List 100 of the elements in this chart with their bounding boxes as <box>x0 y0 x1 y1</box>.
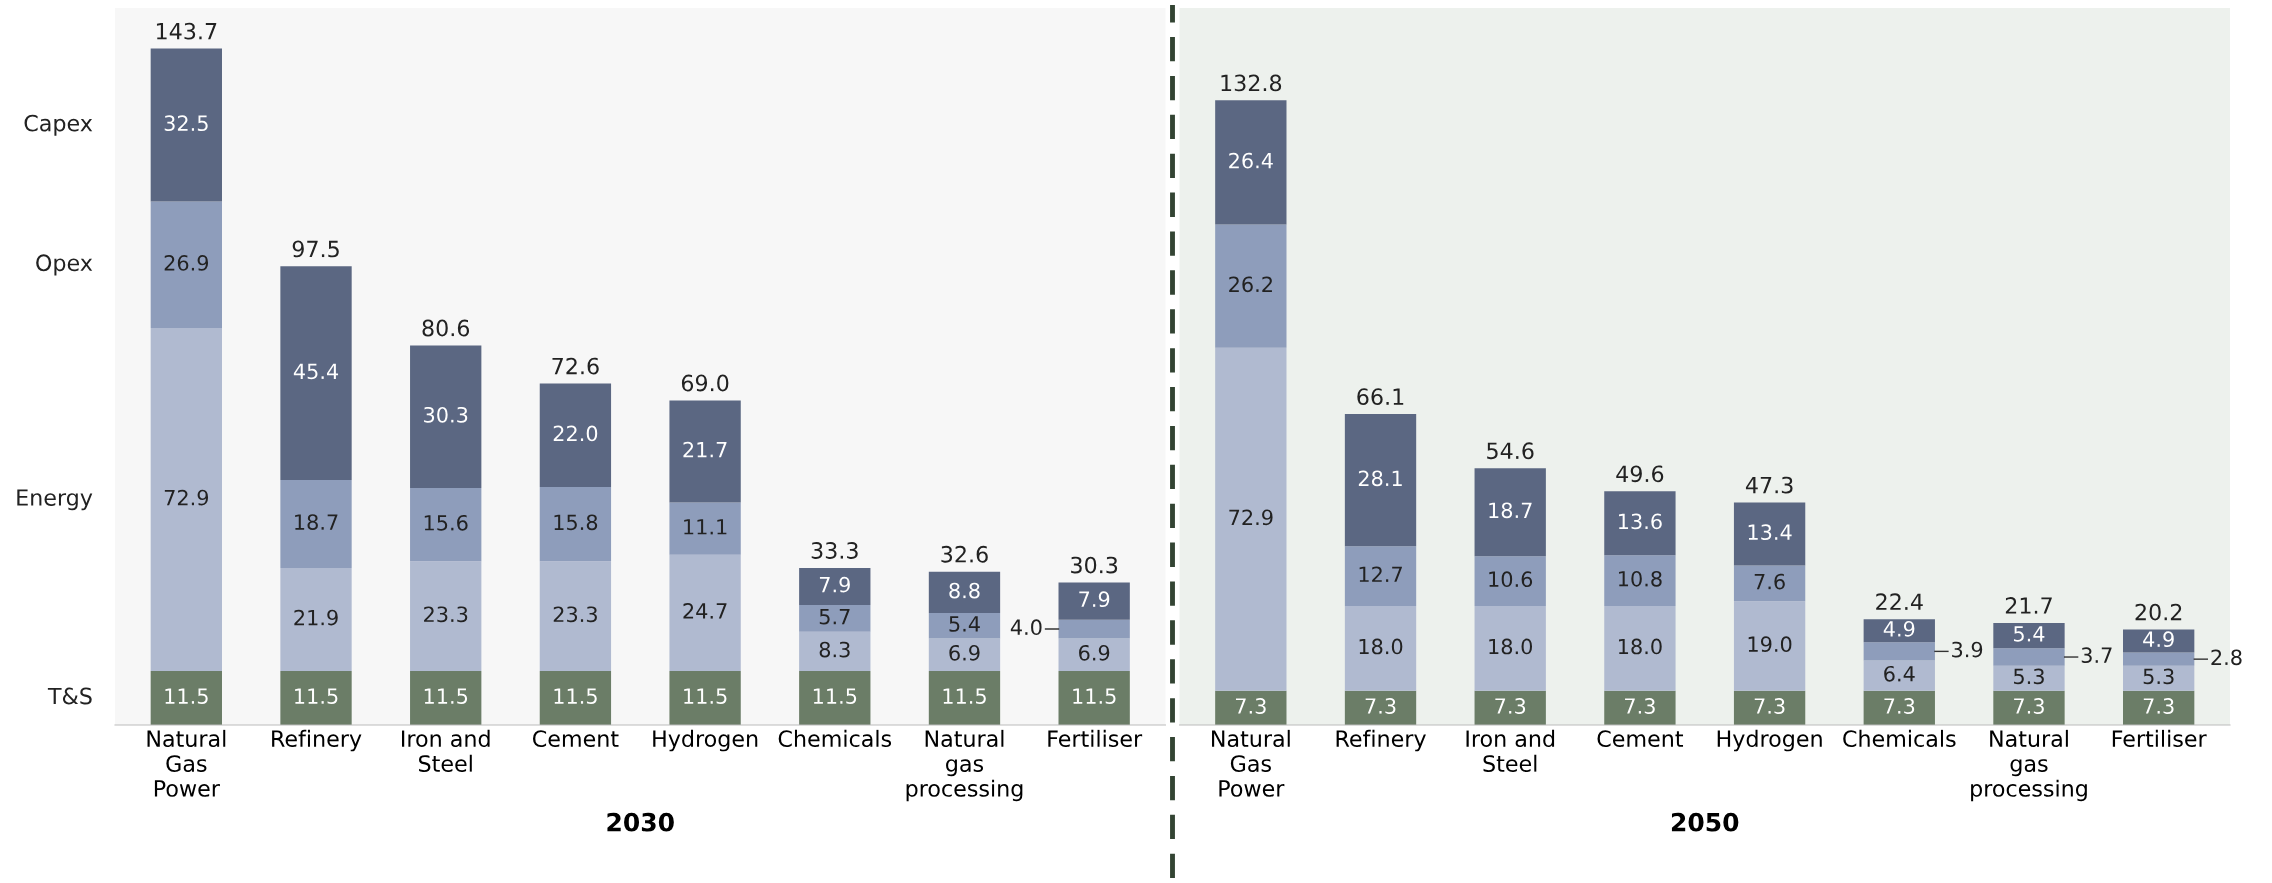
bar <box>1604 555 1676 606</box>
bar <box>410 670 482 725</box>
data-label: 28.1 <box>1358 470 1402 487</box>
data-label: 3.7 <box>2081 647 2112 664</box>
bar <box>928 670 1001 725</box>
data-label: 3.9 <box>1952 641 1983 658</box>
text: Capex <box>24 114 93 136</box>
data-label: 11.5 <box>165 688 208 704</box>
x-tick-label: Refinery <box>1336 729 1426 752</box>
bar <box>1215 224 1287 348</box>
bar <box>1215 690 1287 725</box>
x-tick-label: Natural Gas Power <box>1212 729 1290 797</box>
data-label: 4.0 <box>1010 619 1042 636</box>
data-label: 8.8 <box>949 582 980 599</box>
data-label: 4.9 <box>2143 631 2174 648</box>
data-label: 30.3 <box>424 406 468 423</box>
bar <box>1733 690 1806 725</box>
bar <box>928 571 1001 614</box>
data-label: 11.5 <box>943 688 986 704</box>
x-tick-label: Iron and Steel <box>402 729 490 772</box>
total-label: 72.6 <box>552 357 599 375</box>
bar <box>539 486 612 562</box>
total-label: 33.3 <box>811 542 858 559</box>
bar <box>1733 565 1806 602</box>
data-label: 7.6 <box>1754 573 1785 590</box>
bar <box>1474 605 1546 691</box>
bar <box>1733 502 1806 566</box>
bar <box>1344 546 1417 606</box>
bar <box>2123 665 2195 691</box>
total-label: 30.3 <box>1071 556 1118 574</box>
data-label: 18.7 <box>1489 502 1532 519</box>
bar <box>669 554 741 671</box>
data-label: 21.7 <box>683 441 727 458</box>
data-label: 11.5 <box>813 688 857 704</box>
bar <box>410 345 482 488</box>
bar <box>2123 629 2195 653</box>
data-label: 6.9 <box>949 644 980 661</box>
x-tick-label: Fertiliser <box>2112 729 2207 748</box>
data-label: 19.0 <box>1748 636 1792 653</box>
bar <box>539 383 612 487</box>
x-tick-label: Natural gas processing <box>906 729 1023 802</box>
x-tick-label: Hydrogen <box>1717 729 1822 752</box>
bar <box>280 479 352 568</box>
bar <box>539 561 612 671</box>
data-label: 45.4 <box>293 363 339 380</box>
bar <box>1604 690 1676 725</box>
bar <box>1993 622 2065 649</box>
data-label: 23.3 <box>553 606 597 623</box>
bar <box>1993 690 2065 725</box>
x-tick-label: Natural Gas Power <box>147 729 226 797</box>
data-label: 32.5 <box>164 115 208 132</box>
bar <box>1604 491 1676 556</box>
bar <box>280 266 352 480</box>
total-label: 49.6 <box>1616 465 1664 483</box>
total-label: 32.6 <box>941 545 988 563</box>
bar <box>1863 619 1935 643</box>
data-label: 7.3 <box>1884 698 1915 714</box>
data-label: 10.8 <box>1619 570 1662 587</box>
data-label: 6.4 <box>1884 665 1915 682</box>
bar <box>669 670 741 725</box>
x-axis-title: 2030 <box>607 812 674 832</box>
bar <box>1993 665 2065 691</box>
data-label: 26.2 <box>1229 276 1272 293</box>
x-tick-label: Chemicals <box>1843 729 1956 748</box>
data-label: 4.9 <box>1883 620 1915 637</box>
bar <box>1474 468 1546 557</box>
bar <box>1058 582 1130 620</box>
bar <box>928 613 1001 639</box>
x-tick-label: Natural gas processing <box>1971 729 2087 802</box>
text: Opex <box>36 254 93 276</box>
total-label: 143.7 <box>156 22 217 40</box>
bar <box>799 567 871 606</box>
bar <box>799 670 871 725</box>
x-tick-label: Cement <box>1597 730 1684 748</box>
data-label: 5.4 <box>2014 626 2045 642</box>
bar <box>1344 690 1417 725</box>
data-label: 15.6 <box>424 514 468 531</box>
data-label: 26.4 <box>1229 152 1273 169</box>
data-label: 72.9 <box>164 489 209 506</box>
bar <box>150 201 222 328</box>
bar <box>150 670 222 725</box>
data-label: 7.3 <box>1625 698 1655 714</box>
data-label: 11.5 <box>424 688 468 704</box>
bar <box>1604 605 1676 691</box>
bar <box>1863 660 1935 691</box>
total-label: 66.1 <box>1357 388 1404 406</box>
data-label: 72.9 <box>1229 509 1273 526</box>
bar <box>1474 690 1546 725</box>
data-label: 7.9 <box>819 576 850 593</box>
data-label: 7.3 <box>1365 698 1396 714</box>
bar <box>150 48 222 202</box>
data-label: 5.3 <box>2143 668 2174 685</box>
data-label: 26.9 <box>164 255 209 271</box>
data-label: 8.3 <box>819 641 850 658</box>
bar <box>799 605 871 632</box>
data-label: 18.0 <box>1359 638 1403 655</box>
bar <box>669 400 741 503</box>
bar <box>1058 638 1130 671</box>
data-label: 11.5 <box>295 688 338 704</box>
bar <box>1733 601 1806 691</box>
